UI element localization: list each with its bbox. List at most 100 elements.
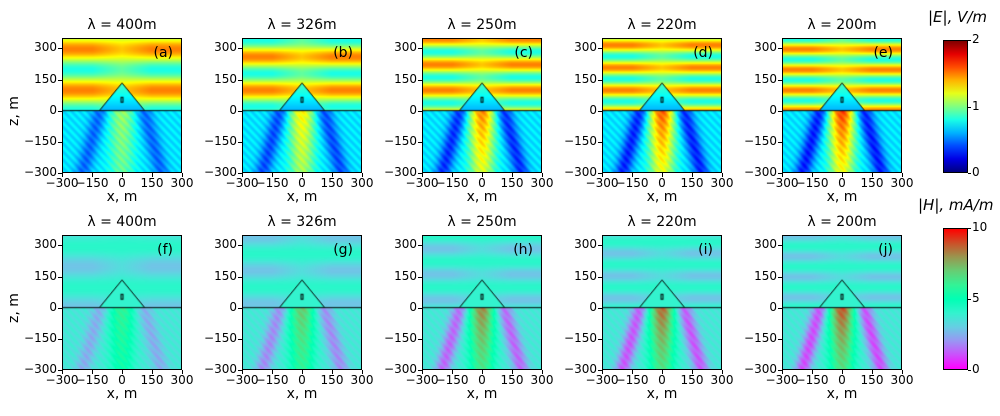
colorbar-tick-label: 5 (972, 291, 980, 305)
x-tick-mark (332, 370, 333, 374)
y-tick-label: 150 (574, 71, 597, 86)
x-tick-label: −150 (615, 373, 649, 387)
x-tick-label: 0 (118, 373, 126, 387)
panel-label: (d) (693, 45, 713, 61)
y-tick-label: 300 (214, 237, 237, 252)
panel-title: λ = 250m (447, 17, 517, 33)
x-tick-mark (302, 370, 303, 374)
y-tick-mark (58, 173, 62, 174)
colorbar (943, 228, 968, 370)
y-tick-mark (598, 48, 602, 50)
x-tick-label: 0 (118, 176, 126, 190)
heatmap-canvas (603, 236, 721, 369)
y-tick-label: −300 (744, 362, 777, 376)
x-tick-label: 150 (140, 176, 164, 190)
y-tick-label: 300 (394, 237, 417, 252)
y-tick-mark (238, 110, 242, 112)
x-tick-label: 150 (140, 373, 164, 387)
colorbar-tick-label: 10 (972, 220, 988, 234)
x-tick-label: 300 (710, 176, 734, 190)
y-tick-label: 0 (589, 102, 597, 117)
x-tick-label: 150 (860, 176, 884, 190)
x-tick-mark (62, 173, 63, 177)
x-tick-label: −150 (435, 176, 469, 190)
x-tick-mark (302, 173, 303, 177)
y-tick-mark (238, 173, 242, 174)
x-tick-label: 0 (298, 176, 306, 190)
y-tick-mark (418, 338, 422, 340)
y-tick-label: −150 (24, 330, 57, 345)
y-tick-label: 300 (574, 237, 597, 252)
y-tick-mark (238, 79, 242, 81)
panel-title: λ = 326m (267, 17, 337, 33)
x-tick-mark (512, 370, 513, 374)
x-axis-label: x, m (286, 189, 318, 205)
colorbar-tick-mark (968, 173, 971, 174)
colorbar-tick-mark (968, 299, 971, 300)
y-tick-label: 0 (589, 299, 597, 314)
x-tick-mark (842, 173, 843, 177)
x-axis-label: x, m (466, 386, 498, 402)
y-tick-label: 150 (754, 71, 777, 86)
colorbar-tick-mark (968, 40, 971, 41)
x-tick-mark (902, 370, 903, 374)
y-tick-mark (778, 276, 782, 278)
x-tick-mark (902, 173, 903, 177)
panel-label: (j) (878, 242, 893, 258)
y-tick-mark (58, 79, 62, 81)
x-tick-label: 150 (500, 373, 524, 387)
heatmap-canvas (243, 39, 361, 172)
y-tick-label: −300 (384, 362, 417, 376)
x-tick-label: 0 (298, 373, 306, 387)
colorbar-tick-mark (968, 228, 971, 229)
x-tick-mark (662, 173, 663, 177)
y-tick-mark (238, 245, 242, 247)
y-tick-mark (778, 110, 782, 112)
y-tick-label: −150 (204, 133, 237, 148)
x-tick-label: −150 (255, 176, 289, 190)
heatmap-panel: (f) (62, 235, 182, 370)
x-tick-label: 150 (860, 373, 884, 387)
y-tick-label: 150 (34, 268, 57, 283)
heatmap-canvas (423, 39, 541, 172)
heatmap-panel: (g) (242, 235, 362, 370)
x-tick-mark (602, 370, 603, 374)
heatmap-canvas (783, 236, 901, 369)
x-tick-mark (632, 370, 633, 374)
y-tick-mark (778, 338, 782, 340)
colorbar-label: |H|, mA/m (918, 196, 994, 214)
x-tick-label: 300 (350, 176, 374, 190)
x-tick-label: −300 (765, 176, 799, 190)
x-tick-mark (452, 173, 453, 177)
y-tick-mark (418, 370, 422, 371)
y-tick-mark (58, 48, 62, 50)
x-tick-mark (92, 370, 93, 374)
heatmap-canvas (603, 39, 721, 172)
y-tick-mark (418, 79, 422, 81)
y-tick-mark (418, 276, 422, 278)
heatmap-panel: (d) (602, 38, 722, 173)
x-tick-mark (272, 370, 273, 374)
x-tick-label: 150 (680, 176, 704, 190)
x-tick-mark (182, 173, 183, 177)
x-tick-mark (722, 370, 723, 374)
y-tick-mark (58, 370, 62, 371)
heatmap-canvas (783, 39, 901, 172)
panel-title: λ = 220m (627, 17, 697, 33)
x-tick-mark (542, 173, 543, 177)
heatmap-panel: (h) (422, 235, 542, 370)
y-tick-mark (58, 141, 62, 143)
x-tick-mark (152, 173, 153, 177)
y-tick-mark (598, 173, 602, 174)
heatmap-canvas (63, 39, 181, 172)
x-tick-label: 150 (680, 373, 704, 387)
colorbar-tick-label: 0 (972, 165, 980, 179)
y-tick-mark (598, 307, 602, 309)
x-tick-label: −150 (75, 373, 109, 387)
x-axis-label: x, m (286, 386, 318, 402)
y-tick-label: −300 (24, 362, 57, 376)
x-axis-label: x, m (646, 189, 678, 205)
x-axis-label: x, m (826, 189, 858, 205)
panel-label: (i) (698, 242, 713, 258)
heatmap-panel: (i) (602, 235, 722, 370)
